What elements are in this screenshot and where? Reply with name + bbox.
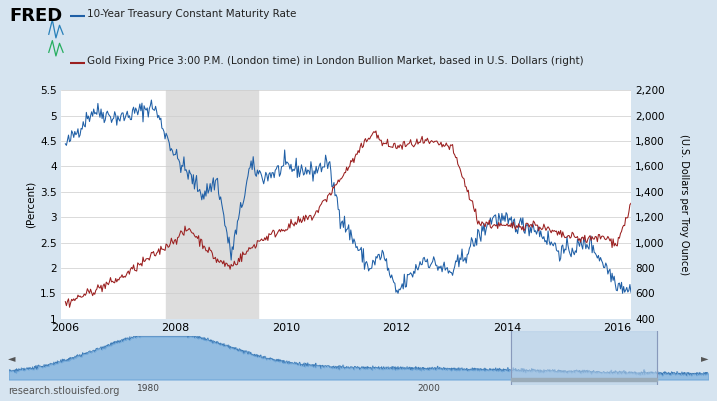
Text: ◄: ◄ (9, 353, 16, 363)
Text: ►: ► (701, 353, 708, 363)
Text: 1980: 1980 (137, 384, 160, 393)
Text: research.stlouisfed.org: research.stlouisfed.org (9, 387, 120, 396)
Text: FRED: FRED (9, 7, 62, 25)
Text: Gold Fixing Price 3:00 P.M. (London time) in London Bullion Market, based in U.S: Gold Fixing Price 3:00 P.M. (London time… (87, 56, 584, 66)
Text: 10-Year Treasury Constant Maturity Rate: 10-Year Treasury Constant Maturity Rate (87, 9, 297, 19)
Text: 2000: 2000 (417, 384, 440, 393)
Bar (511, 378, 657, 381)
Y-axis label: (Percent): (Percent) (26, 181, 36, 228)
Y-axis label: (U.S. Dollars per Troy Ounce): (U.S. Dollars per Troy Ounce) (679, 134, 688, 275)
Bar (166, 90, 259, 319)
Bar (511, 331, 657, 385)
